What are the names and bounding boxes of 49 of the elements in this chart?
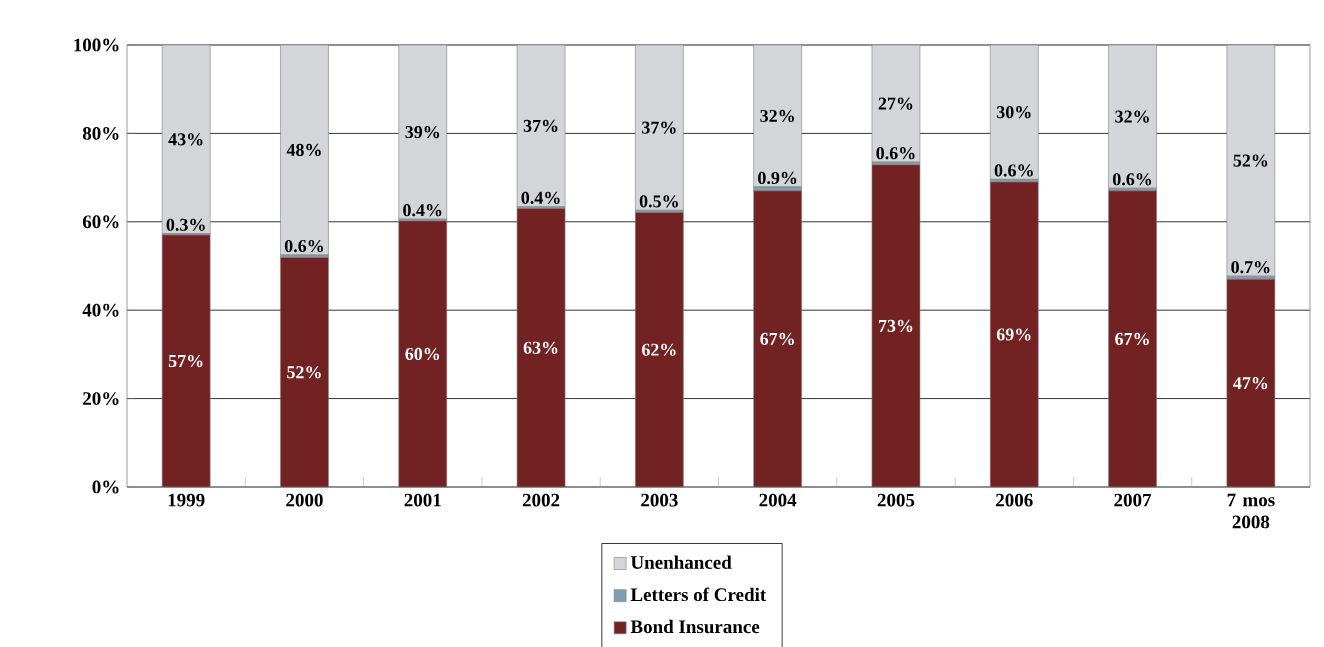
y-tick-label: 0% — [92, 480, 119, 494]
x-tick-label: 2004 — [759, 493, 797, 507]
data-label: 37% — [523, 119, 558, 132]
data-label: 43% — [168, 133, 203, 146]
data-label: 60% — [405, 347, 440, 361]
legend-label: Letters of Credit — [630, 587, 767, 602]
data-label: 47% — [1233, 377, 1268, 390]
y-tick-label: 20% — [83, 392, 119, 406]
x-tick-label: 2005 — [877, 493, 915, 507]
data-label: 52% — [1233, 154, 1268, 167]
data-label: 67% — [760, 332, 794, 346]
data-label: 69% — [996, 328, 1031, 341]
x-tick-label: 7 mos 2008 — [1227, 493, 1275, 529]
x-tick-label: 2001 — [404, 493, 441, 507]
x-tick-label: 1999 — [168, 493, 205, 507]
data-label: 63% — [523, 341, 558, 354]
data-label: 52% — [287, 366, 321, 379]
data-label: 62% — [641, 343, 676, 356]
data-label: 67% — [1115, 332, 1149, 346]
data-label: 39% — [405, 125, 440, 139]
y-tick-label: 80% — [82, 126, 119, 140]
x-tick-label: 2003 — [641, 493, 678, 507]
data-label: 27% — [878, 97, 913, 110]
data-label: 37% — [642, 121, 676, 134]
data-label: 0.6% — [876, 147, 915, 160]
x-tick-label: 2000 — [286, 493, 323, 507]
data-label: 32% — [760, 109, 794, 123]
data-label: 73% — [879, 319, 913, 332]
data-label: 0.9% — [758, 171, 797, 185]
x-tick-label: 2006 — [996, 493, 1033, 507]
data-label: 0.6% — [994, 164, 1033, 177]
y-tick-label: 40% — [82, 303, 119, 317]
data-label: 32% — [1115, 110, 1149, 123]
data-label: 0.4% — [521, 191, 560, 204]
y-tick-label: 60% — [82, 215, 119, 229]
data-label: 48% — [286, 143, 321, 157]
legend-label: Unenhanced — [630, 555, 732, 569]
data-label: 0.6% — [1113, 173, 1152, 186]
legend-label: Bond Insurance — [630, 619, 760, 634]
x-tick-label: 2007 — [1114, 493, 1152, 507]
data-label: 0.7% — [1231, 261, 1270, 274]
x-tick-label: 2002 — [522, 493, 560, 507]
data-label: 0.4% — [403, 204, 442, 217]
y-tick-label: 100% — [74, 38, 119, 52]
data-label: 0.6% — [284, 239, 324, 253]
data-label: 0.3% — [166, 218, 205, 231]
data-label: 57% — [168, 354, 203, 368]
data-label: 0.5% — [639, 195, 678, 208]
data-label: 30% — [996, 106, 1031, 119]
